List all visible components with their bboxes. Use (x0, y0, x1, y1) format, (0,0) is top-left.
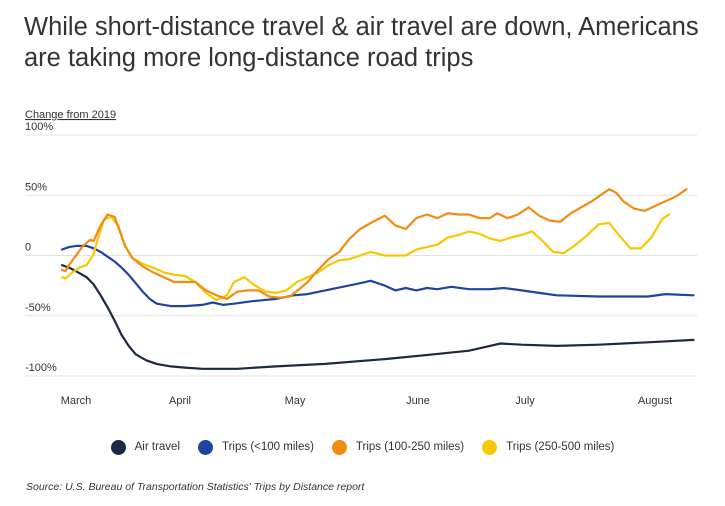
x-tick-label: August (638, 395, 672, 407)
legend-swatch (198, 439, 213, 455)
legend-label: Trips (100-250 miles) (355, 441, 465, 453)
y-tick-label: -50% (25, 302, 51, 314)
legend-swatch (482, 439, 498, 455)
x-tick-label: July (515, 395, 535, 407)
series-line-trips-250-500-miles (60, 213, 670, 302)
legend-item: Trips (250-500 miles) (482, 439, 615, 455)
series-line-air-travel (60, 264, 695, 370)
legend-item: Air travel (110, 439, 180, 455)
x-tick-label: June (406, 395, 430, 407)
legend-label: Trips (<100 miles) (222, 441, 314, 453)
y-tick-label: 50% (25, 181, 47, 193)
y-tick-label: 0 (25, 242, 31, 254)
y-axis-label: Change from 2019 (25, 109, 116, 121)
legend-label: Trips (250-500 miles) (506, 441, 615, 453)
chart-title: While short-distance travel & air travel… (24, 13, 699, 72)
y-tick-label: -100% (25, 362, 57, 374)
y-tick-label: 100% (25, 121, 53, 133)
x-tick-label: April (169, 395, 191, 407)
chart-source: Source: U.S. Bureau of Transportation St… (26, 481, 365, 493)
legend-item: Trips (100-250 miles) (331, 439, 465, 455)
legend-swatch (110, 439, 126, 455)
legend-swatch (331, 439, 347, 455)
series-line-trips-100-250-miles (60, 188, 688, 300)
x-tick-label: May (285, 395, 306, 407)
x-tick-label: March (61, 395, 92, 407)
series-line-trips-100-miles (60, 244, 695, 308)
legend-item: Trips (<100 miles) (198, 439, 314, 455)
chart-legend: Air travel Trips (<100 miles) Trips (100-2… (0, 437, 725, 457)
legend-label: Air travel (134, 441, 180, 453)
